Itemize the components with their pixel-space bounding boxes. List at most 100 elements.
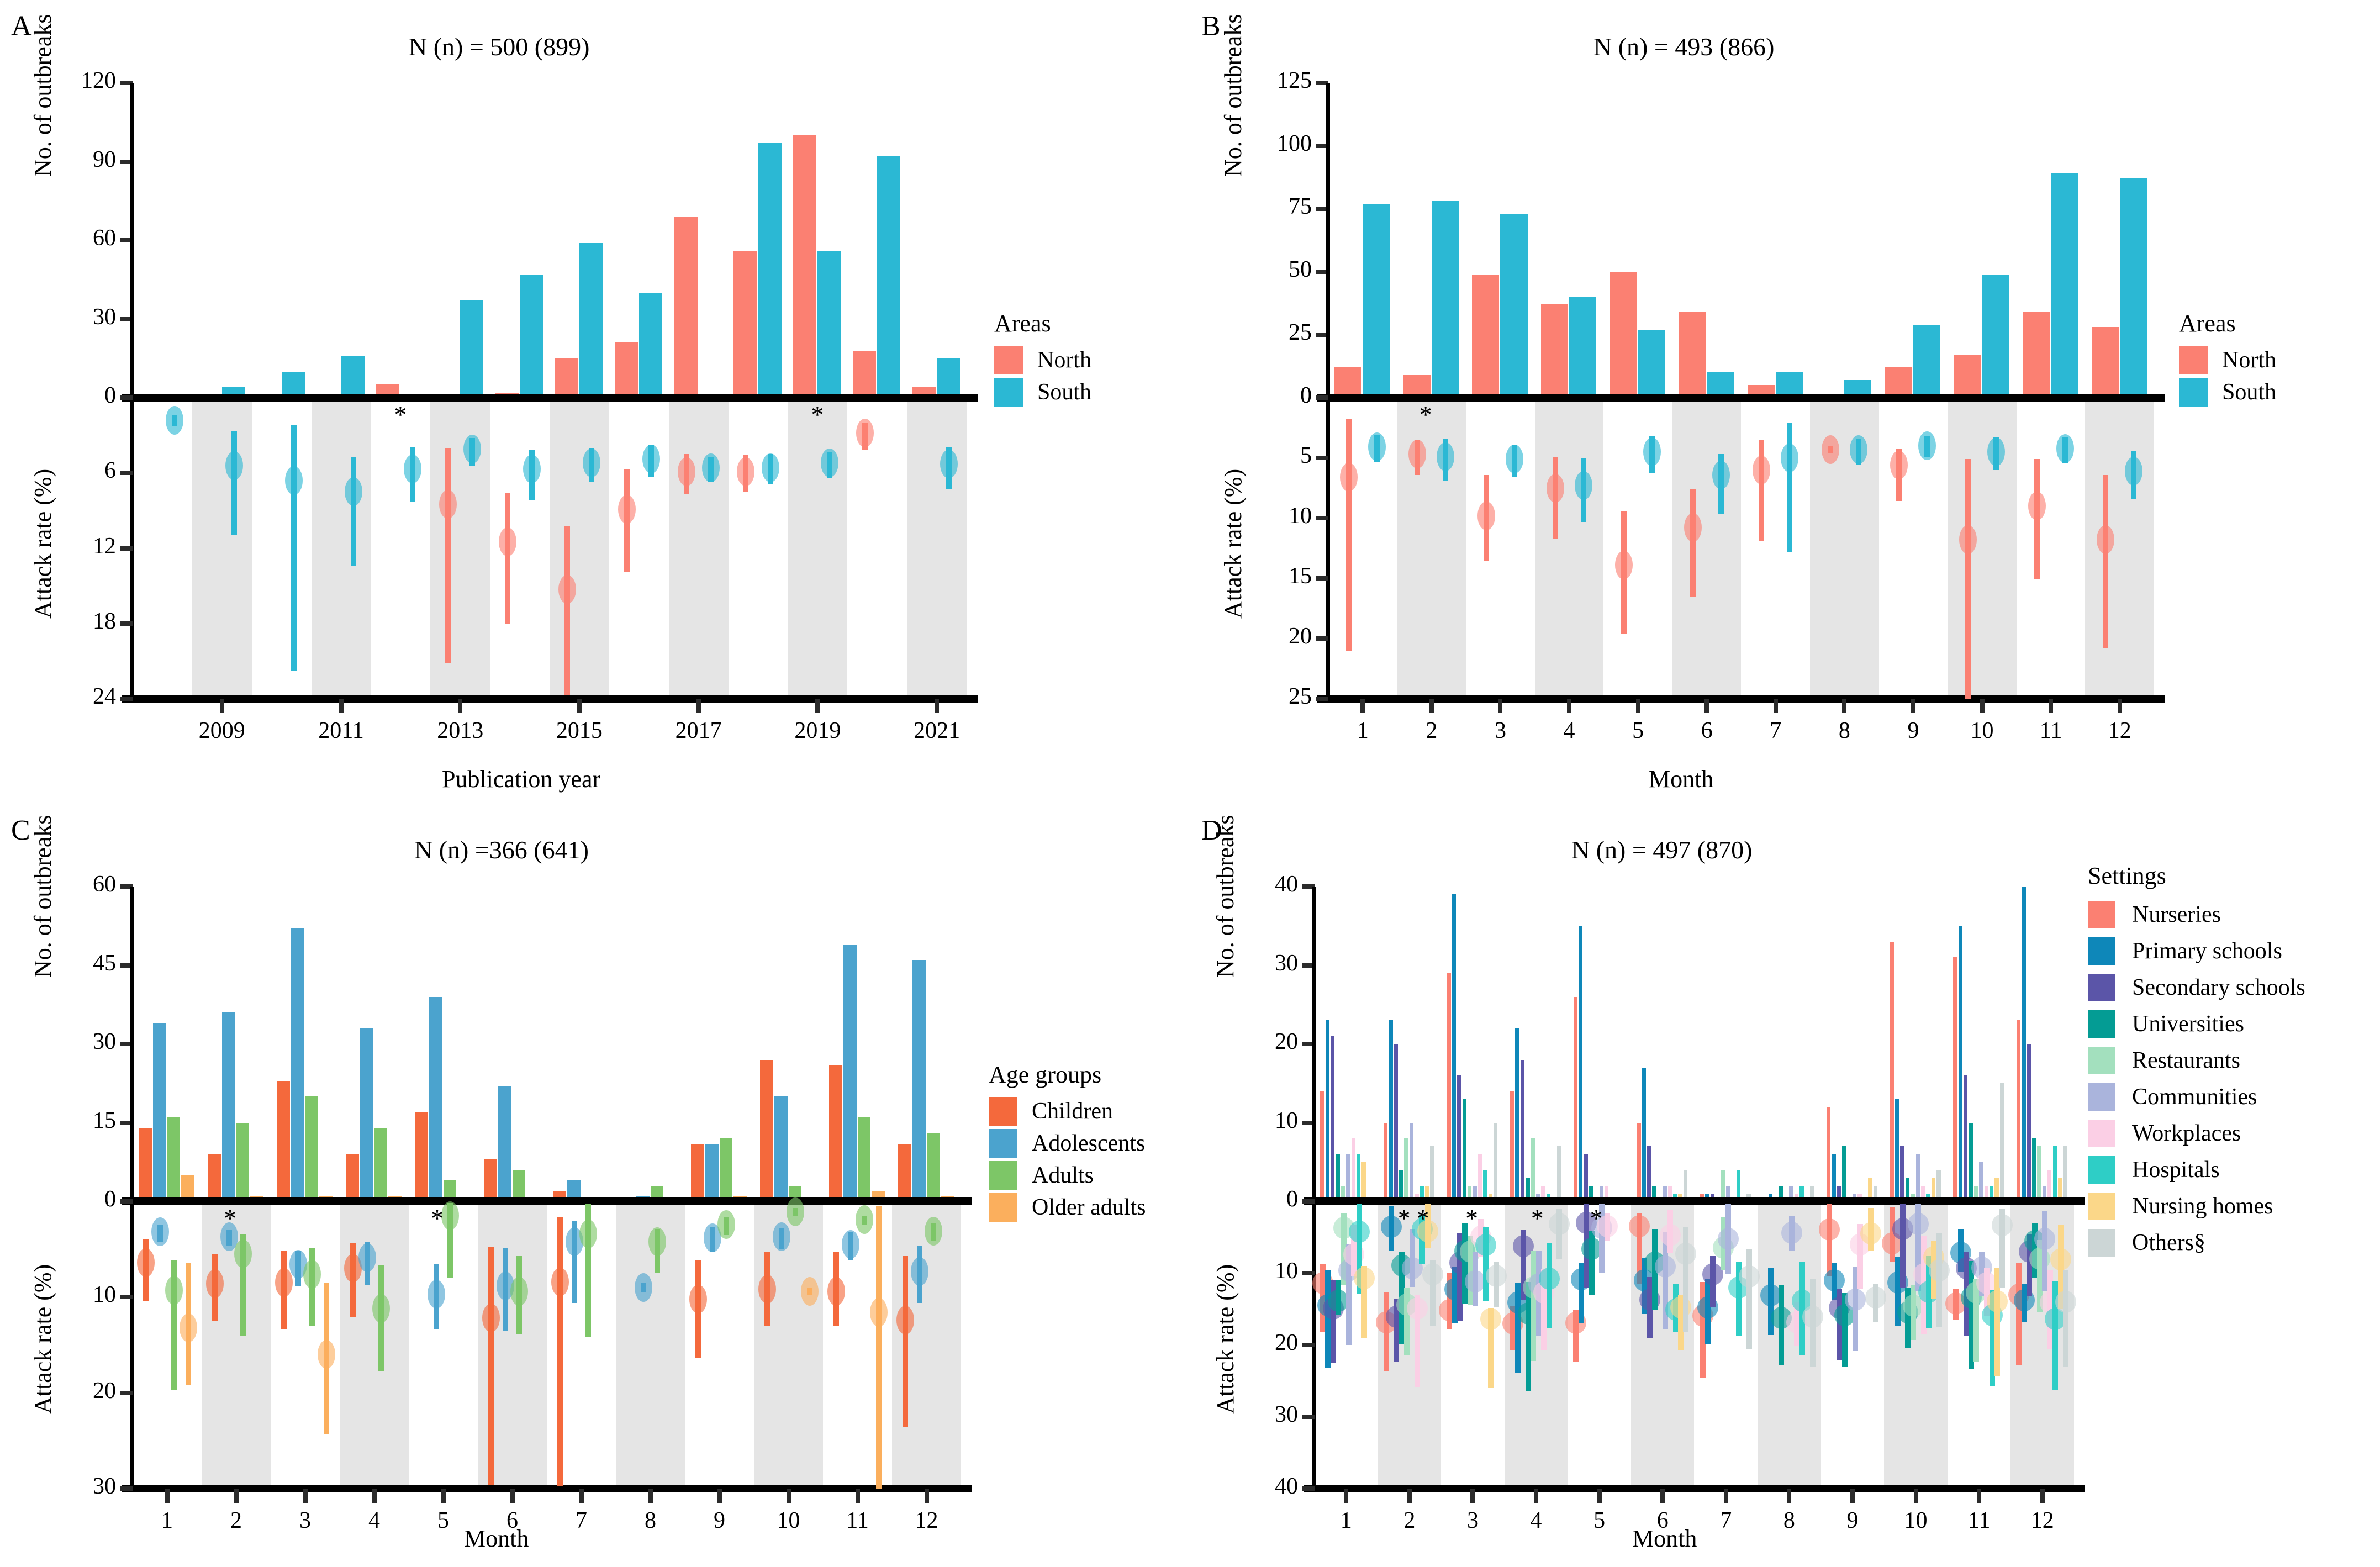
- legend-item-others[interactable]: Others§: [2088, 1225, 2305, 1261]
- point-estimate: [2028, 492, 2046, 521]
- point-estimate: [1992, 1213, 2013, 1236]
- x-tick-label: 2013: [437, 718, 484, 743]
- bar: [1325, 1020, 1330, 1201]
- bar: [1911, 1193, 1915, 1201]
- y-tick-label: 90: [93, 146, 116, 172]
- legend-item-primary-schools[interactable]: Primary schools: [2088, 933, 2305, 969]
- y-tick: [120, 1390, 133, 1395]
- bar: [1473, 1185, 1477, 1201]
- legend-item-workplaces[interactable]: Workplaces: [2088, 1115, 2305, 1152]
- point-estimate: [677, 457, 695, 486]
- legend-item-adolescents[interactable]: Adolescents: [989, 1127, 1146, 1159]
- legend-swatch-north-b: [2179, 346, 2208, 374]
- point-estimate: [1702, 1263, 1724, 1285]
- legend-item-secondary-schools[interactable]: Secondary schools: [2088, 969, 2305, 1006]
- x-tick-label: 2011: [318, 718, 364, 743]
- legend-swatch-nursing-homes: [2088, 1193, 2115, 1220]
- point-estimate: [1654, 1255, 1676, 1278]
- point-estimate: [1574, 471, 1592, 500]
- point-estimate: [1328, 1290, 1349, 1312]
- ci-line: [2016, 1263, 2022, 1365]
- shaded-band: [754, 1201, 823, 1489]
- ci-line: [171, 1260, 177, 1390]
- x-tick: [1913, 1489, 1918, 1503]
- legend-item-nursing-homes[interactable]: Nursing homes: [2088, 1188, 2305, 1225]
- legend-item-south[interactable]: South: [994, 376, 1091, 408]
- legend-item-universities[interactable]: Universities: [2088, 1006, 2305, 1042]
- bar: [1779, 1185, 1783, 1201]
- bar: [1700, 1193, 1704, 1201]
- legend-item-restaurants[interactable]: Restaurants: [2088, 1042, 2305, 1079]
- y-tick-label: 24: [93, 684, 116, 709]
- bar: [1556, 1146, 1561, 1201]
- legend-item-north-b[interactable]: North: [2179, 344, 2276, 376]
- legend-swatch-children: [989, 1097, 1017, 1126]
- ci-line: [1683, 1227, 1689, 1332]
- bar: [1531, 1138, 1535, 1201]
- x-tick: [1787, 1489, 1792, 1503]
- y-tick: [120, 621, 133, 626]
- ci-line: [903, 1255, 909, 1428]
- bar: [1857, 1193, 1862, 1201]
- legend-item-north[interactable]: North: [994, 344, 1091, 376]
- panel-d-legend-title: Settings: [2088, 862, 2166, 889]
- point-estimate: [1339, 462, 1358, 492]
- ci-line: [1989, 1290, 1995, 1386]
- y-tick-label: 12: [93, 533, 116, 559]
- x-tick: [717, 1489, 722, 1503]
- bar: [1431, 201, 1459, 398]
- point-estimate: [1512, 1235, 1534, 1258]
- legend-label-nurseries: Nurseries: [2132, 902, 2221, 927]
- point-estimate: [856, 1205, 874, 1234]
- legend-item-hospitals[interactable]: Hospitals: [2088, 1152, 2305, 1188]
- legend-item-communities[interactable]: Communities: [2088, 1079, 2305, 1115]
- y-tick-label: 15: [93, 1107, 116, 1133]
- y-tick: [1316, 516, 1328, 520]
- x-tick-label: 9: [1846, 1508, 1859, 1533]
- bar: [1404, 1138, 1408, 1201]
- bar: [1936, 1170, 1941, 1201]
- y-tick: [1316, 697, 1328, 701]
- point-estimate: [303, 1259, 321, 1289]
- legend-item-south-b[interactable]: South: [2179, 376, 2276, 408]
- legend-label-others: Others§: [2132, 1230, 2205, 1255]
- x-tick-label: 1: [1340, 1508, 1352, 1533]
- x-tick: [1498, 699, 1503, 713]
- ci-line: [231, 431, 237, 535]
- bar: [1873, 1185, 1877, 1201]
- bar: [937, 358, 961, 398]
- x-tick: [441, 1489, 446, 1503]
- ci-line: [488, 1247, 494, 1485]
- legend-item-older-adults[interactable]: Older adults: [989, 1191, 1146, 1223]
- y-tick: [1316, 144, 1328, 148]
- bar: [1363, 203, 1390, 398]
- shaded-band: [430, 398, 490, 699]
- panel-b: B N (n) = 493 (866) No. of outbreaks Att…: [1190, 0, 2380, 806]
- legend-item-nurseries[interactable]: Nurseries: [2088, 896, 2305, 933]
- bar: [1736, 1170, 1740, 1201]
- x-axis: [122, 695, 978, 703]
- y-tick-label: 0: [104, 383, 116, 408]
- y-tick: [120, 546, 133, 551]
- x-tick: [1704, 699, 1709, 713]
- point-estimate: [206, 1269, 224, 1299]
- bar: [1663, 1185, 1667, 1201]
- ci-line: [1759, 440, 1765, 541]
- legend-item-adults[interactable]: Adults: [989, 1159, 1146, 1191]
- bar: [1609, 272, 1637, 398]
- ci-line: [1345, 419, 1352, 651]
- bar: [1969, 1122, 1973, 1201]
- x-tick-label: 2017: [675, 718, 722, 743]
- x-tick: [1850, 1489, 1855, 1503]
- panel-c-plot: 0 15 30 45 60 0 10 20 30 1 2 3 4 5 6 7 8 9 10 11 12 * *: [0, 806, 1188, 1533]
- point-estimate: [2097, 525, 2115, 555]
- y-tick-label: 5: [1300, 443, 1312, 468]
- ci-line: [1457, 1233, 1463, 1321]
- bar: [443, 1180, 457, 1201]
- point-estimate: [179, 1313, 197, 1342]
- ci-line: [1341, 1213, 1347, 1285]
- x-tick: [1567, 699, 1572, 713]
- y-tick-label: 30: [93, 1474, 116, 1499]
- bar: [2091, 327, 2119, 398]
- legend-item-children[interactable]: Children: [989, 1095, 1146, 1127]
